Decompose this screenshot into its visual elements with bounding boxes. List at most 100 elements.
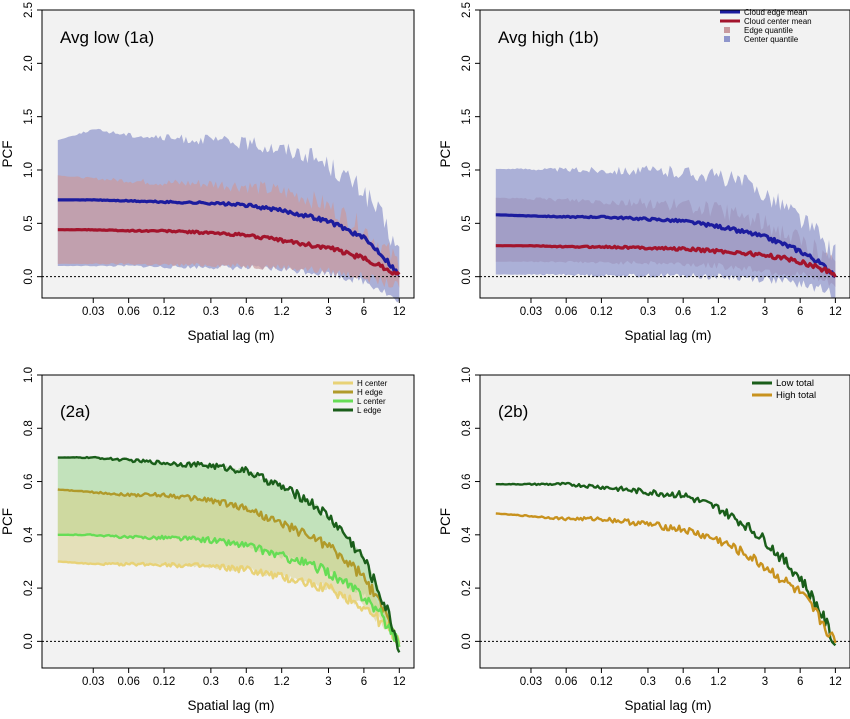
x-tick-label: 0.06 xyxy=(555,676,577,688)
x-tick-label: 0.03 xyxy=(82,306,104,318)
x-tick-label: 3 xyxy=(325,306,331,318)
series-band-center-quantile xyxy=(495,165,836,299)
y-axis-label: PCF xyxy=(438,141,453,168)
y-tick-label: 0.5 xyxy=(23,215,35,231)
panel-annotation: (2b) xyxy=(498,402,528,421)
y-tick-label: 2.5 xyxy=(23,2,35,18)
x-tick-label: 0.3 xyxy=(640,306,656,318)
legend-swatch xyxy=(724,27,730,33)
series-line-cloud-edge-mean xyxy=(495,213,837,279)
y-tick-label: 1.0 xyxy=(461,162,473,178)
y-tick-label: 0.2 xyxy=(23,580,35,596)
y-tick-label: 0.8 xyxy=(23,420,35,436)
x-tick-label: 3 xyxy=(762,306,768,318)
legend-label: H edge xyxy=(357,388,383,397)
legend-swatch xyxy=(724,36,730,42)
y-tick-label: 0.0 xyxy=(461,269,473,285)
plot-frame xyxy=(479,9,850,299)
plot-frame xyxy=(479,374,850,669)
plot-frame xyxy=(41,374,415,669)
panel-1a: 0.03 0.06 0.12 0.3 0.6 1.2 3 6 12 0.0 0.5 1.0 1.5 2.0… xyxy=(0,2,415,343)
x-tick-label: 0.3 xyxy=(640,676,656,688)
x-tick-label: 0.06 xyxy=(117,676,139,688)
y-tick-label: 2.5 xyxy=(461,2,473,18)
x-tick-label: 0.6 xyxy=(238,676,254,688)
series-line-h-center xyxy=(57,560,401,645)
x-tick-label: 0.03 xyxy=(520,306,542,318)
x-tick-label: 0.6 xyxy=(675,676,691,688)
legend-label: Cloud edge mean xyxy=(744,8,807,17)
x-tick-label: 3 xyxy=(762,676,768,688)
series-line-high-total xyxy=(495,512,837,644)
legend-label: Center quantile xyxy=(744,35,799,44)
y-axis-label: PCF xyxy=(0,508,15,535)
y-tick-label: 1.0 xyxy=(23,367,35,383)
x-tick-label: 6 xyxy=(797,306,803,318)
y-tick-label: 0.0 xyxy=(23,633,35,649)
series-line-cloud-center-mean xyxy=(495,244,837,278)
panel-annotation: Avg high (1b) xyxy=(498,28,599,47)
x-tick-label: 6 xyxy=(361,306,367,318)
y-tick-label: 0.4 xyxy=(23,526,35,543)
panel-annotation: (2a) xyxy=(60,402,90,421)
x-tick-label: 6 xyxy=(797,676,803,688)
plot-frame xyxy=(41,9,415,299)
x-tick-label: 0.03 xyxy=(520,676,542,688)
x-tick-label: 12 xyxy=(829,306,842,318)
x-axis-label: Spatial lag (m) xyxy=(624,698,711,713)
y-tick-label: 1.0 xyxy=(23,162,35,178)
panel-annotation: Avg low (1a) xyxy=(60,28,154,47)
y-tick-label: 0.6 xyxy=(461,474,473,490)
plot-background xyxy=(480,375,850,668)
legend-label: H center xyxy=(357,379,388,388)
x-tick-label: 12 xyxy=(393,676,406,688)
x-tick-label: 1.2 xyxy=(710,306,726,318)
series-line-l-edge xyxy=(57,455,401,653)
y-tick-label: 1.5 xyxy=(23,109,35,125)
legend-label: Edge quantile xyxy=(744,26,793,35)
x-tick-label: 0.12 xyxy=(590,676,612,688)
series-band-edge-quantile xyxy=(57,175,400,288)
x-tick-label: 0.06 xyxy=(117,306,139,318)
panel-1b: 0.03 0.06 0.12 0.3 0.6 1.2 3 6 12 0.0 0.5 1.0 1.5 2.0… xyxy=(438,2,850,343)
legend-label: L edge xyxy=(357,406,382,415)
series-line-h-edge xyxy=(57,488,401,648)
panel-2b: 0.03 0.06 0.12 0.3 0.6 1.2 3 6 12 0.0 0.2 0.4 0.6 0.8… xyxy=(438,367,850,713)
series-line-cloud-center-mean xyxy=(57,227,401,276)
x-tick-label: 3 xyxy=(325,676,331,688)
x-tick-label: 0.3 xyxy=(203,676,219,688)
legend-label: High total xyxy=(776,390,816,401)
x-tick-label: 0.03 xyxy=(82,676,104,688)
x-axis-label: Spatial lag (m) xyxy=(187,328,274,343)
y-axis-label: PCF xyxy=(438,508,453,535)
y-tick-label: 0.4 xyxy=(461,526,473,543)
x-tick-label: 0.06 xyxy=(555,306,577,318)
x-tick-label: 12 xyxy=(829,676,842,688)
x-tick-label: 1.2 xyxy=(274,676,290,688)
y-tick-label: 0.8 xyxy=(461,420,473,436)
y-tick-label: 0.5 xyxy=(461,215,473,231)
x-axis-label: Spatial lag (m) xyxy=(187,698,274,713)
legend-label: Cloud center mean xyxy=(744,17,812,26)
x-tick-label: 6 xyxy=(361,676,367,688)
y-tick-label: 0.0 xyxy=(23,269,35,285)
y-tick-label: 1.5 xyxy=(461,109,473,125)
series-line-cloud-edge-mean xyxy=(57,198,400,276)
x-tick-label: 0.12 xyxy=(153,676,175,688)
y-axis-label: PCF xyxy=(0,141,15,168)
legend-label: Low total xyxy=(776,378,814,389)
legend-label: L center xyxy=(357,397,386,406)
panel-2a: 0.03 0.06 0.12 0.3 0.6 1.2 3 6 12 0.0 0.2 0.4 0.6 0.8… xyxy=(0,367,415,713)
x-tick-label: 1.2 xyxy=(710,676,726,688)
x-tick-label: 12 xyxy=(393,306,406,318)
y-tick-label: 2.0 xyxy=(461,55,473,71)
y-tick-label: 2.0 xyxy=(23,55,35,71)
x-tick-label: 0.3 xyxy=(203,306,219,318)
x-tick-label: 0.6 xyxy=(238,306,254,318)
series-line-l-center xyxy=(57,533,401,648)
y-tick-label: 0.2 xyxy=(461,580,473,596)
